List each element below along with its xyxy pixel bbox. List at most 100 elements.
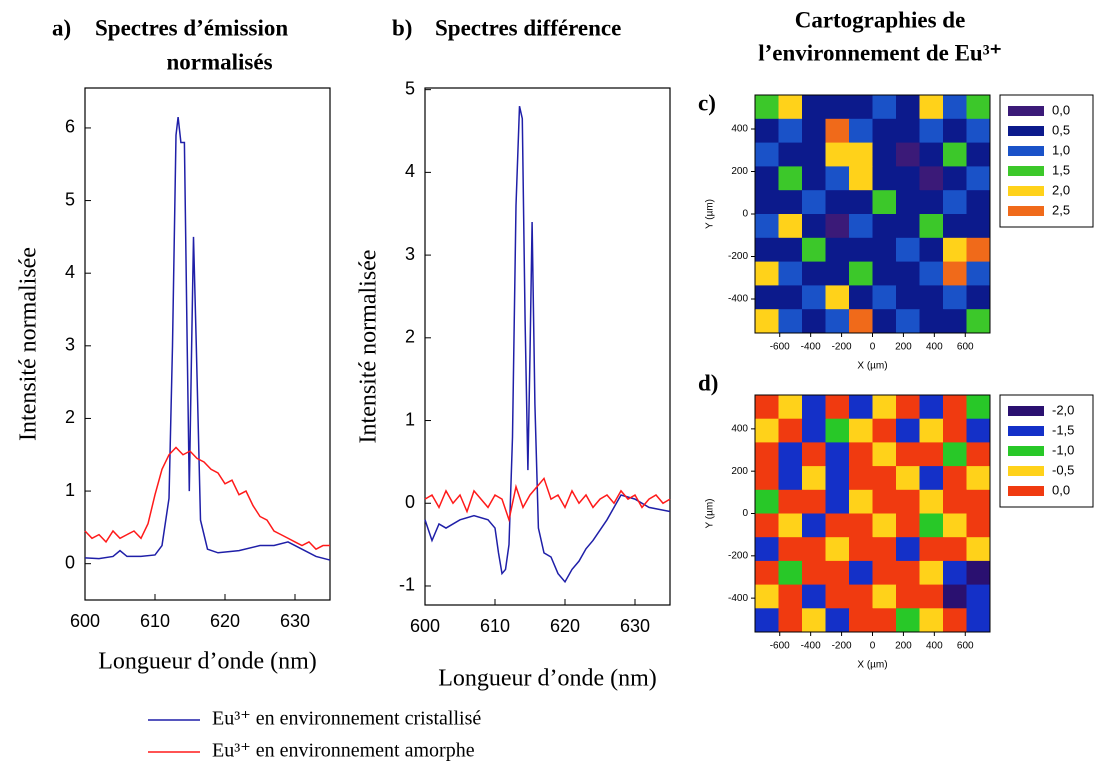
heatmap-cell — [802, 95, 826, 120]
y-tick-label: 3 — [405, 244, 415, 264]
heatmap-cell — [778, 584, 803, 609]
heatmap-cell — [943, 537, 967, 562]
legend-swatch — [1008, 186, 1044, 196]
heatmap-cell — [755, 261, 779, 286]
legend-swatch — [1008, 406, 1044, 416]
heatmap-cell — [943, 237, 967, 263]
x-axis-label: Longueur d’onde (nm) — [438, 666, 657, 692]
heatmap-cell — [825, 584, 850, 609]
heatmap-cell — [849, 537, 873, 562]
heatmap-cell — [872, 95, 897, 120]
heatmap-cell — [825, 608, 850, 633]
heatmap-cell — [825, 442, 850, 467]
heatmap-cell — [966, 395, 991, 420]
heatmap-cell — [943, 442, 967, 467]
heatmap-cell — [966, 261, 991, 286]
heatmap-cell — [825, 95, 850, 120]
heatmap-cell — [872, 395, 897, 420]
y-tick-label: 1 — [405, 409, 415, 429]
heatmap-cell — [778, 395, 803, 420]
heatmap-cell — [778, 214, 803, 239]
heatmap-cell — [966, 214, 991, 239]
y-tick-label: 200 — [731, 466, 748, 477]
heatmap-cell — [825, 395, 850, 420]
heatmap-cell — [872, 489, 897, 514]
heatmap-cell — [802, 237, 826, 263]
heatmap-cell — [802, 142, 826, 167]
heatmap-cell — [849, 261, 873, 286]
x-tick-label: 600 — [957, 342, 974, 353]
heatmap-cell — [849, 309, 873, 334]
legend-swatch — [1008, 146, 1044, 156]
x-axis-label: X (µm) — [857, 660, 887, 671]
heatmap-cell — [849, 190, 873, 215]
x-tick-label: 200 — [895, 641, 912, 652]
heatmap-cell — [872, 537, 897, 562]
y-tick-label: -400 — [728, 593, 748, 604]
heatmap-cell — [966, 285, 991, 310]
legend-label: 0,0 — [1052, 482, 1070, 497]
x-axis-label: X (µm) — [857, 361, 887, 372]
heatmap-cell — [755, 309, 779, 334]
x-tick-label: 600 — [70, 611, 100, 631]
heatmap-cell — [919, 118, 944, 144]
heatmap-cell — [919, 537, 944, 562]
heatmap-cell — [919, 166, 944, 191]
heatmap-cell — [755, 214, 779, 239]
heatmap-cell — [943, 190, 967, 215]
heatmap-cell — [778, 537, 803, 562]
heatmap-cell — [755, 95, 779, 120]
heatmap-cell — [802, 442, 826, 467]
heatmap-cell — [802, 489, 826, 514]
y-tick-label: 4 — [405, 161, 415, 181]
plot-frame — [84, 87, 331, 601]
panel-title: Spectres différence — [435, 15, 621, 40]
heatmap-cell — [919, 466, 944, 491]
heatmap-cell — [896, 442, 920, 467]
heatmap-cell — [872, 214, 897, 239]
heatmap-cell — [966, 118, 991, 144]
y-tick-label: 400 — [731, 423, 748, 434]
y-axis-label: Intensité normalisée — [16, 247, 42, 441]
legend-label: Eu³⁺ en environnement amorphe — [212, 740, 475, 762]
legend-swatch — [1008, 166, 1044, 176]
heatmap-cell — [896, 261, 920, 286]
legend-swatch — [1008, 426, 1044, 436]
x-tick-label: 400 — [926, 342, 943, 353]
y-tick-label: 5 — [65, 189, 75, 209]
heatmap-cell — [896, 237, 920, 263]
heatmap-cell — [778, 513, 803, 538]
heatmap-cell — [966, 237, 991, 263]
heatmap-cell — [896, 118, 920, 144]
heatmap-cell — [825, 513, 850, 538]
heatmap-cell — [896, 309, 920, 334]
heatmap-cell — [919, 214, 944, 239]
y-tick-label: 4 — [65, 262, 75, 282]
heatmap-cell — [896, 537, 920, 562]
heatmap-cell — [943, 166, 967, 191]
y-tick-label: 2 — [405, 327, 415, 347]
heatmap-cell — [755, 489, 779, 514]
heatmap-cell — [778, 466, 803, 491]
legend-label: 0,5 — [1052, 122, 1070, 137]
heatmap-cell — [896, 95, 920, 120]
heatmap-cell — [802, 285, 826, 310]
heatmap-cell — [802, 418, 826, 443]
heatmap-cell — [872, 442, 897, 467]
heatmap-cell — [825, 560, 850, 586]
heatmap-cell — [825, 489, 850, 514]
heatmap-cell — [755, 418, 779, 443]
heading: l’environnement de Eu³⁺ — [758, 40, 1002, 65]
heatmap-cell — [755, 513, 779, 538]
heatmap-cell — [872, 285, 897, 310]
y-tick-label: 400 — [731, 124, 748, 135]
heatmap-cell — [755, 466, 779, 491]
legend-swatch — [1008, 106, 1044, 116]
heatmap-cell — [943, 608, 967, 633]
heatmap-cell — [872, 560, 897, 586]
heatmap-cell — [896, 513, 920, 538]
heatmap-cell — [943, 118, 967, 144]
heatmap-cell — [802, 190, 826, 215]
heatmap-cell — [872, 261, 897, 286]
heatmap-cell — [755, 442, 779, 467]
